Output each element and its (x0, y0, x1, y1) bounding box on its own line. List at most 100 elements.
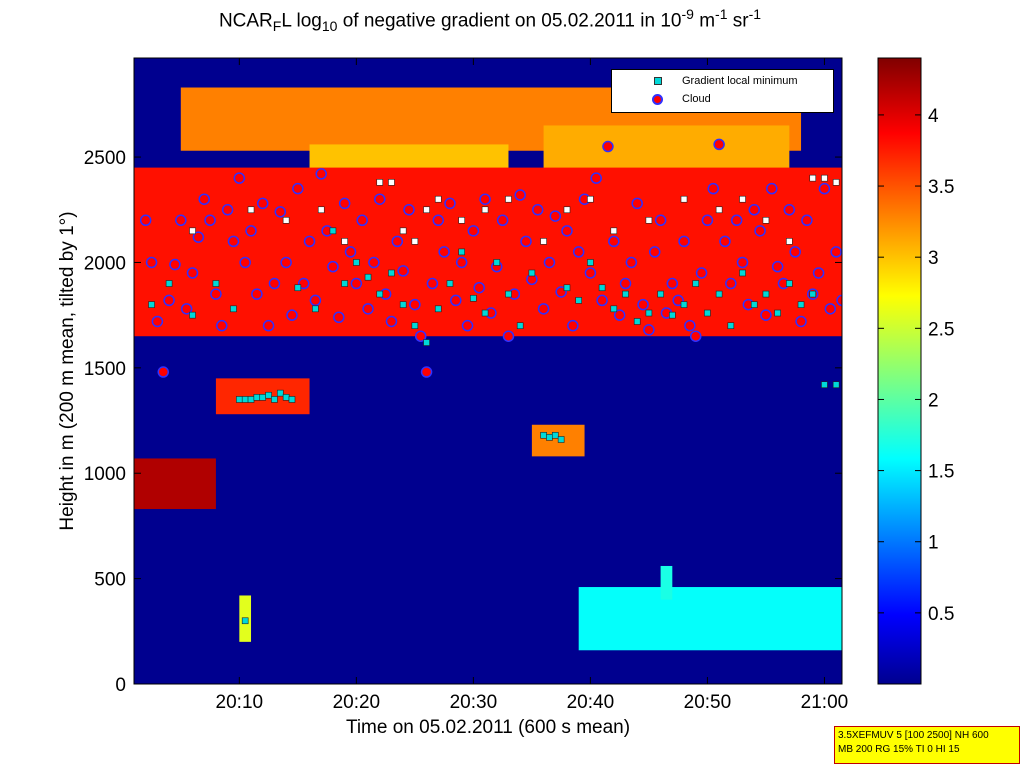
upper-min-marker (282, 216, 290, 224)
gradient-min-marker (423, 339, 430, 346)
cloud-marker (812, 267, 825, 279)
cloud-marker (385, 315, 398, 328)
gradient-min-marker (622, 290, 629, 298)
gradient-min-marker (411, 322, 419, 329)
gradient-min-marker (388, 269, 395, 277)
cloud-marker (420, 366, 433, 378)
gradient-min-marker (148, 301, 155, 308)
gradient-min-marker (528, 269, 536, 277)
cloud-marker (736, 256, 749, 269)
upper-min-marker (832, 179, 840, 186)
upper-min-marker (786, 238, 793, 245)
x-tick-label: 20:20 (333, 692, 381, 713)
cloud-marker (479, 193, 491, 205)
gradient-min-marker (265, 391, 272, 399)
upper-min-marker (434, 195, 442, 203)
gradient-min-marker (762, 290, 770, 298)
cloud-marker (216, 319, 228, 332)
gradient-min-marker (288, 396, 296, 403)
upper-min-marker (563, 206, 571, 214)
upper-min-marker (423, 206, 430, 214)
upper-min-marker (399, 227, 407, 235)
cloud-marker (344, 246, 357, 258)
cloud-marker (771, 260, 784, 273)
cloud-marker (438, 246, 450, 258)
legend-label: Cloud (682, 93, 711, 105)
upper-min-marker (610, 227, 618, 235)
x-tick-label: 21:00 (801, 692, 849, 713)
gradient-min-marker (236, 396, 243, 403)
cloud-marker (695, 267, 708, 279)
y-axis-label: Height in m (200 m mean, tilted by 1°) (57, 211, 78, 531)
cloud-marker (333, 311, 345, 324)
cloud-marker (836, 294, 842, 307)
gradient-min-marker (540, 431, 547, 439)
cloud-marker (432, 214, 445, 227)
colorbar-tick-label: 4 (928, 106, 939, 127)
cloud-marker (520, 235, 532, 248)
gradient-min-marker (821, 381, 828, 389)
gradient-min-marker (241, 617, 249, 625)
gradient-min-marker (680, 301, 688, 308)
upper-min-marker (505, 195, 512, 203)
gradient-min-marker (458, 248, 465, 256)
cloud-marker (227, 235, 240, 248)
gradient-min-marker (505, 290, 512, 298)
legend-entry-gradient-min: Gradient local minimum (612, 74, 833, 90)
cloud-marker (338, 197, 351, 210)
gradient-min-marker (189, 311, 196, 319)
cloud-marker (707, 182, 720, 195)
gradient-min-marker (329, 227, 337, 235)
upper-min-marker (411, 238, 419, 245)
cloud-marker (350, 277, 363, 290)
legend-label: Gradient local minimum (682, 75, 798, 87)
cloud-marker (262, 319, 275, 332)
cloud-marker (198, 193, 210, 205)
cloud-marker (631, 197, 643, 210)
x-tick-label: 20:10 (216, 692, 264, 713)
gradient-min-marker (739, 269, 746, 277)
colorbar (877, 57, 922, 685)
colorbar-tick-label: 3.5 (928, 177, 954, 198)
colorbar-tick-label: 1 (928, 533, 939, 554)
cloud-marker (643, 324, 655, 336)
y-tick-label: 1000 (84, 464, 126, 485)
cloud-marker (163, 294, 175, 307)
heatmap-band (578, 587, 842, 651)
cloud-marker (204, 214, 216, 227)
plot-frame (133, 57, 843, 685)
cloud-marker (613, 309, 626, 321)
gradient-min-marker (271, 396, 278, 403)
gradient-min-marker (610, 305, 618, 313)
cloud-marker (210, 288, 222, 300)
cloud-marker (186, 267, 199, 279)
cloud-marker (684, 319, 696, 332)
cloud-marker (672, 294, 684, 307)
gradient-min-marker (575, 297, 582, 304)
cloud-marker (356, 214, 368, 227)
gradient-min-marker (645, 309, 653, 317)
cloud-marker (374, 193, 386, 205)
gradient-min-marker (633, 318, 641, 325)
cloud-marker (801, 214, 813, 227)
upper-min-marker (540, 238, 547, 245)
cloud-marker (221, 204, 234, 216)
upper-min-marker (481, 206, 489, 214)
gradient-min-marker (704, 309, 711, 317)
x-axis-label: Time on 05.02.2011 (600 s mean) (345, 717, 631, 738)
cloud-marker (450, 294, 462, 307)
gradient-min-marker (750, 301, 758, 308)
gradient-min-marker (551, 431, 559, 439)
cloud-marker (795, 315, 807, 328)
cloud-marker (297, 277, 310, 290)
cloud-marker (245, 225, 257, 237)
upper-min-marker (715, 206, 723, 214)
gradient-min-marker (727, 322, 735, 329)
cloud-marker (608, 235, 620, 248)
y-tick-label: 500 (94, 570, 126, 591)
legend-square-marker (654, 77, 662, 85)
gradient-min-marker (276, 389, 284, 397)
upper-min-marker (680, 195, 688, 203)
cloud-marker (192, 231, 205, 243)
